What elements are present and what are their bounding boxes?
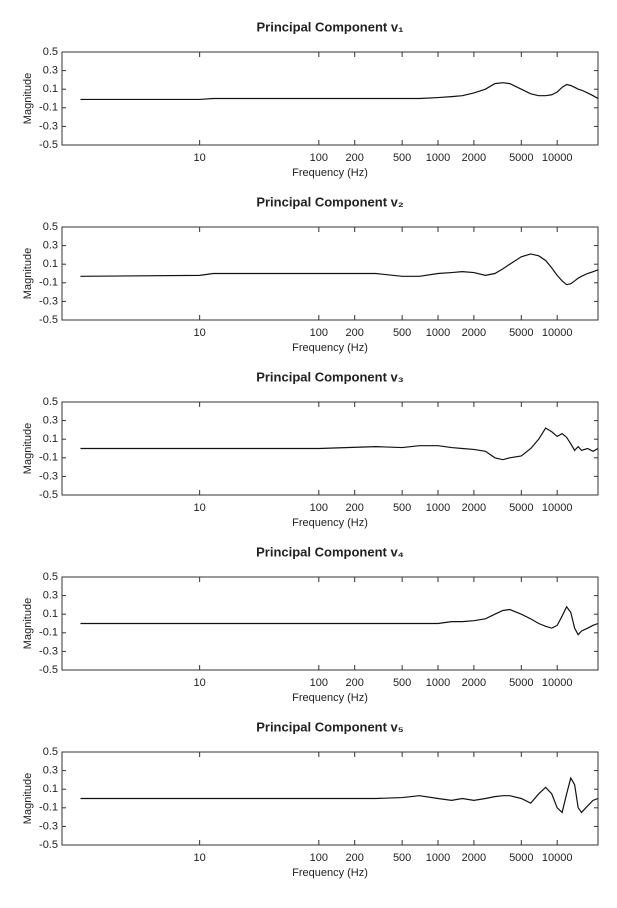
- chart-title: Principal Component v₁: [257, 19, 404, 34]
- x-tick-label: 500: [393, 502, 411, 514]
- y-axis-label: Magnitude: [22, 423, 34, 474]
- y-axis-label: Magnitude: [22, 598, 34, 649]
- x-tick-label: 200: [346, 677, 364, 689]
- y-tick-label: 0.5: [43, 571, 58, 583]
- y-tick-label: -0.5: [39, 664, 58, 676]
- x-axis-label: Frequency (Hz): [292, 167, 368, 179]
- x-tick-label: 1000: [426, 502, 450, 514]
- x-tick-label: 1000: [426, 327, 450, 339]
- y-tick-label: 0.3: [43, 590, 58, 602]
- y-tick-label: -0.5: [39, 139, 58, 151]
- x-tick-label: 2000: [462, 502, 486, 514]
- x-tick-label: 100: [310, 852, 328, 864]
- y-tick-label: -0.5: [39, 489, 58, 501]
- x-tick-label: 5000: [509, 502, 533, 514]
- x-tick-label: 500: [393, 677, 411, 689]
- x-tick-label: 2000: [462, 852, 486, 864]
- x-tick-label: 1000: [426, 152, 450, 164]
- x-tick-label: 500: [393, 327, 411, 339]
- x-tick-label: 10000: [542, 852, 573, 864]
- y-tick-label: -0.1: [39, 627, 58, 639]
- y-tick-label: 0.1: [43, 433, 58, 445]
- x-axis-label: Frequency (Hz): [292, 867, 368, 879]
- x-tick-label: 5000: [509, 327, 533, 339]
- curve: [80, 605, 599, 636]
- x-tick-label: 100: [310, 152, 328, 164]
- y-tick-label: -0.3: [39, 295, 58, 307]
- curve: [80, 776, 599, 814]
- y-tick-label: -0.1: [39, 277, 58, 289]
- x-tick-label: 5000: [509, 852, 533, 864]
- x-tick-label: 10: [194, 677, 206, 689]
- y-tick-label: 0.1: [43, 258, 58, 270]
- y-tick-label: 0.5: [43, 746, 58, 758]
- x-tick-label: 200: [346, 152, 364, 164]
- y-tick-label: 0.5: [43, 396, 58, 408]
- y-tick-label: 0.3: [43, 240, 58, 252]
- x-tick-label: 2000: [462, 677, 486, 689]
- y-tick-label: 0.3: [43, 65, 58, 77]
- y-tick-label: -0.3: [39, 645, 58, 657]
- x-tick-label: 10000: [542, 327, 573, 339]
- y-tick-label: -0.1: [39, 102, 58, 114]
- x-tick-label: 200: [346, 327, 364, 339]
- chart-title: Principal Component v₃: [256, 369, 404, 384]
- x-tick-label: 1000: [426, 677, 450, 689]
- chart-title: Principal Component v₂: [256, 194, 404, 209]
- x-tick-label: 100: [310, 327, 328, 339]
- y-tick-label: 0.1: [43, 783, 58, 795]
- curve: [80, 427, 599, 461]
- x-axis-label: Frequency (Hz): [292, 692, 368, 704]
- chart-title: Principal Component v₅: [256, 719, 404, 734]
- y-tick-label: -0.3: [39, 820, 58, 832]
- y-tick-label: -0.5: [39, 839, 58, 851]
- x-tick-label: 10: [194, 152, 206, 164]
- y-tick-label: 0.3: [43, 765, 58, 777]
- x-tick-label: 2000: [462, 327, 486, 339]
- x-tick-label: 10000: [542, 502, 573, 514]
- y-axis-label: Magnitude: [22, 773, 34, 824]
- y-tick-label: 0.1: [43, 83, 58, 95]
- y-tick-label: -0.1: [39, 452, 58, 464]
- y-tick-label: 0.1: [43, 608, 58, 620]
- x-tick-label: 10000: [542, 677, 573, 689]
- x-tick-label: 10: [194, 502, 206, 514]
- x-tick-label: 100: [310, 502, 328, 514]
- y-tick-label: 0.3: [43, 415, 58, 427]
- y-tick-label: -0.5: [39, 314, 58, 326]
- x-tick-label: 100: [310, 677, 328, 689]
- x-tick-label: 500: [393, 852, 411, 864]
- x-tick-label: 1000: [426, 852, 450, 864]
- curve: [80, 82, 599, 101]
- y-tick-label: -0.3: [39, 120, 58, 132]
- y-axis-label: Magnitude: [22, 73, 34, 124]
- curve: [80, 253, 599, 286]
- x-tick-label: 500: [393, 152, 411, 164]
- chart-title: Principal Component v₄: [256, 544, 404, 559]
- y-tick-label: 0.5: [43, 221, 58, 233]
- y-tick-label: 0.5: [43, 46, 58, 58]
- plot-frame: [61, 226, 599, 321]
- x-axis-label: Frequency (Hz): [292, 342, 368, 354]
- y-tick-label: -0.3: [39, 470, 58, 482]
- x-tick-label: 2000: [462, 152, 486, 164]
- x-axis-label: Frequency (Hz): [292, 517, 368, 529]
- x-tick-label: 10: [194, 327, 206, 339]
- x-tick-label: 200: [346, 502, 364, 514]
- y-tick-label: -0.1: [39, 802, 58, 814]
- x-tick-label: 10000: [542, 152, 573, 164]
- x-tick-label: 5000: [509, 152, 533, 164]
- x-tick-label: 5000: [509, 677, 533, 689]
- x-tick-label: 200: [346, 852, 364, 864]
- y-axis-label: Magnitude: [22, 248, 34, 299]
- x-tick-label: 10: [194, 852, 206, 864]
